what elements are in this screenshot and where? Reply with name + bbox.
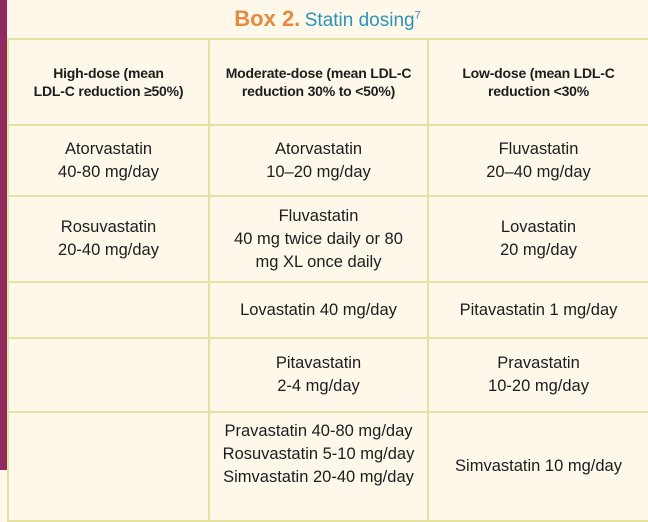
table-cell: Lovastatin 40 mg/day <box>208 281 429 339</box>
header-moderate-dose: Moderate-dose (mean LDL-C reduction 30% … <box>208 38 429 126</box>
cell-line: Pravastatin 40-80 mg/day <box>224 422 413 440</box>
cell-line: 20-40 mg/day <box>58 241 159 259</box>
header-line: LDL-C reduction ≥50%) <box>33 83 184 99</box>
statin-dosing-table: High-dose (mean LDL-C reduction ≥50%) Mo… <box>7 38 648 522</box>
table-cell: Atorvastatin 10–20 mg/day <box>208 124 429 197</box>
cell-line: mg XL once daily <box>255 252 382 271</box>
table-row: Lovastatin 40 mg/day Pitavastatin 1 mg/d… <box>7 281 648 339</box>
cell-line: Rosuvastatin 5-10 mg/day <box>222 445 415 463</box>
box-title: Box 2. Statin dosing7 <box>7 0 648 38</box>
header-line: Moderate-dose (mean LDL-C <box>225 65 412 81</box>
cell-line: Pitavastatin <box>275 354 362 372</box>
cell-line: 20–40 mg/day <box>486 162 591 181</box>
cell-line: 10-20 mg/day <box>488 377 589 395</box>
table-cell: Fluvastatin 20–40 mg/day <box>427 124 648 197</box>
box-label: Box 2. <box>234 6 301 31</box>
cell-line: Lovastatin 40 mg/day <box>240 300 397 319</box>
table-cell-empty <box>7 281 210 339</box>
cell-line: 40 mg twice daily or 80 <box>234 229 403 248</box>
table-cell-empty <box>7 411 210 522</box>
cell-line: Fluvastatin <box>498 139 579 158</box>
table-cell: Simvastatin 10 mg/day <box>427 411 648 522</box>
left-accent-bar <box>0 0 7 470</box>
table-row: Pitavastatin 2-4 mg/day Pravastatin 10-2… <box>7 337 648 413</box>
cell-line: Atorvastatin <box>274 139 363 158</box>
table-cell: Fluvastatin 40 mg twice daily or 80 mg X… <box>208 195 429 283</box>
cell-line: Fluvastatin <box>278 206 359 225</box>
header-line: reduction 30% to <50%) <box>241 83 396 99</box>
box-title-text: Statin dosing7 <box>305 10 421 31</box>
reference-superscript: 7 <box>414 9 421 22</box>
header-line: reduction <30% <box>487 83 590 99</box>
cell-line: Pitavastatin 1 mg/day <box>459 300 618 319</box>
table-cell: Pravastatin 40-80 mg/day Rosuvastatin 5-… <box>208 411 429 522</box>
header-low-dose: Low-dose (mean LDL-C reduction <30% <box>427 38 648 126</box>
header-high-dose: High-dose (mean LDL-C reduction ≥50%) <box>7 38 210 126</box>
table-cell: Lovastatin 20 mg/day <box>427 195 648 283</box>
header-line: Low-dose (mean LDL-C <box>462 65 615 81</box>
title-text: Statin dosing <box>304 10 415 31</box>
table-row: Pravastatin 40-80 mg/day Rosuvastatin 5-… <box>7 411 648 522</box>
header-line: High-dose (mean <box>53 65 164 81</box>
table-row: Rosuvastatin 20-40 mg/day Fluvastatin 40… <box>7 195 648 283</box>
table-cell-empty <box>7 337 210 413</box>
table-cell: Atorvastatin 40-80 mg/day <box>7 124 210 197</box>
cell-line: Rosuvastatin <box>60 218 157 236</box>
cell-line: Simvastatin 20-40 mg/day <box>223 468 414 486</box>
cell-line: Lovastatin <box>500 218 577 236</box>
table-cell: Rosuvastatin 20-40 mg/day <box>7 195 210 283</box>
cell-line: Atorvastatin <box>64 139 153 158</box>
cell-line: 2-4 mg/day <box>277 377 360 395</box>
cell-line: 40-80 mg/day <box>58 162 159 181</box>
header-row: High-dose (mean LDL-C reduction ≥50%) Mo… <box>7 38 648 126</box>
cell-line: Pravastatin <box>497 354 580 372</box>
cell-line: Simvastatin 10 mg/day <box>455 457 622 475</box>
table-cell: Pitavastatin 2-4 mg/day <box>208 337 429 413</box>
cell-line: 20 mg/day <box>499 241 578 259</box>
table-cell: Pitavastatin 1 mg/day <box>427 281 648 339</box>
table-cell: Pravastatin 10-20 mg/day <box>427 337 648 413</box>
cell-line: 10–20 mg/day <box>266 162 371 181</box>
table-row: Atorvastatin 40-80 mg/day Atorvastatin 1… <box>7 124 648 197</box>
